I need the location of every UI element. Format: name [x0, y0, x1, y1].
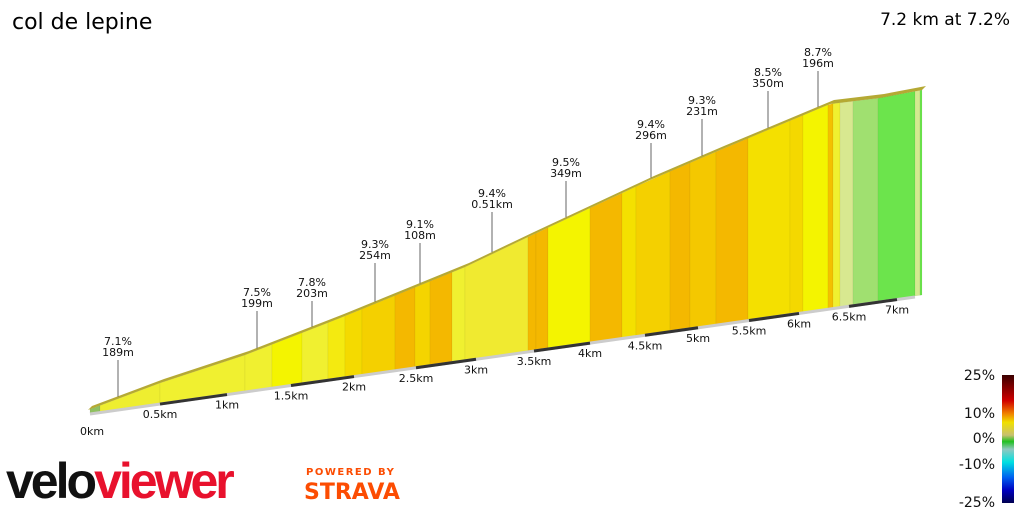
- profile-segment: [852, 97, 879, 306]
- profile-segment: [689, 151, 717, 329]
- x-tick-label: 6.5km: [832, 310, 867, 323]
- profile-segment: [789, 114, 804, 315]
- profile-segment: [429, 271, 453, 366]
- profile-segment: [361, 295, 396, 375]
- profile-segment: [301, 322, 329, 384]
- x-tick-label: 2.5km: [399, 372, 434, 385]
- x-tick-label: 2km: [342, 381, 366, 394]
- annotation-length: 203m: [296, 287, 328, 300]
- annotation-grade: 9.5%: [552, 156, 580, 169]
- x-tick-label: 5.5km: [732, 325, 767, 338]
- axis-band: [290, 375, 355, 387]
- axis-band: [848, 298, 898, 308]
- powered-by-label: POWERED BY: [306, 467, 396, 478]
- profile-segment: [589, 192, 623, 343]
- annotation-grade: 9.4%: [478, 187, 506, 200]
- gradient-legend: 25% 10% 0% -10% -25%: [959, 368, 1014, 511]
- profile-segment: [464, 236, 529, 361]
- veloviewer-logo: veloviewer: [6, 453, 235, 509]
- profile-segment: [327, 315, 346, 380]
- legend-tick: 0%: [973, 431, 995, 447]
- profile-segment: [414, 280, 431, 368]
- annotation-length: 296m: [635, 129, 667, 142]
- legend-color-bar: [1002, 375, 1014, 503]
- x-tick-label: 0km: [80, 425, 104, 438]
- x-tick-label: 3km: [464, 363, 488, 376]
- strava-logo: STRAVA: [304, 480, 400, 505]
- x-tick-label: 7km: [885, 304, 909, 317]
- annotation-length: 199m: [241, 297, 273, 310]
- profile-segment: [159, 354, 246, 404]
- profile-segment: [802, 104, 829, 313]
- annotation-grade: 7.8%: [298, 276, 326, 289]
- profile-segment: [919, 89, 923, 296]
- annotation-grade: 7.5%: [243, 286, 271, 299]
- annotation-length: 0.51km: [471, 198, 513, 211]
- annotation-length: 189m: [102, 346, 134, 359]
- annotation-length: 254m: [359, 249, 391, 262]
- annotation-length: 231m: [686, 105, 718, 118]
- legend-tick: -10%: [959, 457, 995, 473]
- profile-segment: [635, 171, 671, 336]
- profile-segment: [344, 308, 363, 378]
- profile-segment: [669, 162, 691, 332]
- profile-top-edge: [88, 86, 926, 410]
- profile-segment: [451, 266, 466, 362]
- x-tick-label: 1.5km: [274, 389, 309, 402]
- climb-title: col de lepine: [12, 10, 153, 35]
- annotation-grade: 9.4%: [637, 118, 665, 131]
- x-tick-label: 3.5km: [517, 355, 552, 368]
- profile-segment: [877, 91, 916, 302]
- profile-segment: [621, 186, 637, 338]
- profile-segment: [527, 232, 537, 352]
- axis-band: [533, 341, 591, 353]
- annotation-grade: 9.3%: [361, 238, 389, 251]
- axis-band: [415, 357, 477, 370]
- annotation-grade: 9.1%: [406, 218, 434, 231]
- profile-segment: [715, 137, 749, 325]
- profile-segments: [88, 86, 926, 414]
- annotation-length: 108m: [404, 229, 436, 242]
- profile-segment: [547, 207, 591, 349]
- profile-segment: [747, 120, 791, 320]
- annotation-length: 349m: [550, 167, 582, 180]
- x-tick-label: 5km: [686, 332, 710, 345]
- axis-band: [644, 326, 699, 337]
- profile-segment: [827, 103, 834, 309]
- annotation-length: 196m: [802, 57, 834, 70]
- axis-band: [159, 393, 228, 406]
- annotations: 7.1%189m7.5%199m7.8%203m9.3%254m9.1%108m…: [102, 46, 834, 397]
- profile-segment: [914, 90, 921, 297]
- annotation-grade: 8.5%: [754, 66, 782, 79]
- climb-summary: 7.2 km at 7.2%: [880, 10, 1010, 30]
- profile-segment: [394, 287, 416, 371]
- profile-segment: [832, 102, 841, 308]
- annotation-length: 350m: [752, 77, 784, 90]
- x-tick-label: 0.5km: [143, 408, 178, 421]
- x-tick-label: 6km: [787, 317, 811, 330]
- legend-tick: -25%: [959, 495, 995, 511]
- annotation-grade: 9.3%: [688, 94, 716, 107]
- x-tick-label: 4km: [578, 347, 602, 360]
- x-tick-label: 1km: [215, 399, 239, 412]
- annotation-grade: 7.1%: [104, 335, 132, 348]
- x-tick-label: 4.5km: [628, 339, 663, 352]
- axis-band: [748, 311, 800, 323]
- distance-axis: 0km 0.5km 1km 1.5km 2km 2.5km 3km 3.5km 4km 4.5km…: [80, 295, 916, 438]
- profile-segment: [535, 227, 549, 351]
- annotation-grade: 8.7%: [804, 46, 832, 59]
- profile-segment: [839, 100, 854, 307]
- legend-tick: 25%: [964, 368, 995, 384]
- legend-tick: 10%: [964, 406, 995, 422]
